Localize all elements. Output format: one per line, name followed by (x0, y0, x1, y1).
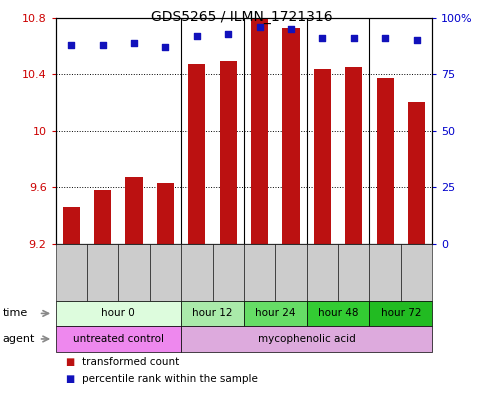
Text: hour 24: hour 24 (255, 309, 296, 318)
Text: GDS5265 / ILMN_1721316: GDS5265 / ILMN_1721316 (151, 10, 332, 24)
Point (68, 42, 75, 48)
Bar (408, 103, 425, 244)
Point (412, 37, 420, 43)
Point (130, 39, 138, 46)
Text: hour 0: hour 0 (101, 309, 135, 318)
Point (350, 35, 357, 41)
Point (287, 26, 295, 32)
Bar (63, 207, 80, 244)
Text: percentile rank within the sample: percentile rank within the sample (82, 374, 258, 384)
Bar (157, 183, 174, 244)
Text: agent: agent (2, 334, 35, 344)
Text: hour 12: hour 12 (192, 309, 233, 318)
Text: ■: ■ (65, 374, 74, 384)
Text: transformed count: transformed count (82, 357, 179, 367)
Text: hour 48: hour 48 (318, 309, 358, 318)
Bar (220, 61, 237, 244)
Text: mycophenolic acid: mycophenolic acid (258, 334, 355, 344)
Bar (188, 64, 205, 244)
Point (256, 24, 264, 30)
Bar (126, 177, 142, 244)
Point (319, 35, 327, 41)
Point (224, 30, 232, 37)
Bar (377, 79, 394, 244)
Point (99, 42, 107, 48)
Bar (94, 190, 111, 244)
Bar (251, 19, 268, 244)
Text: time: time (2, 309, 28, 318)
Point (161, 44, 170, 50)
Bar (314, 68, 331, 244)
Bar (345, 67, 362, 244)
Point (382, 35, 389, 41)
Text: ■: ■ (65, 357, 74, 367)
Bar (283, 28, 299, 244)
Text: hour 72: hour 72 (381, 309, 421, 318)
Text: untreated control: untreated control (73, 334, 164, 344)
Point (193, 33, 201, 39)
